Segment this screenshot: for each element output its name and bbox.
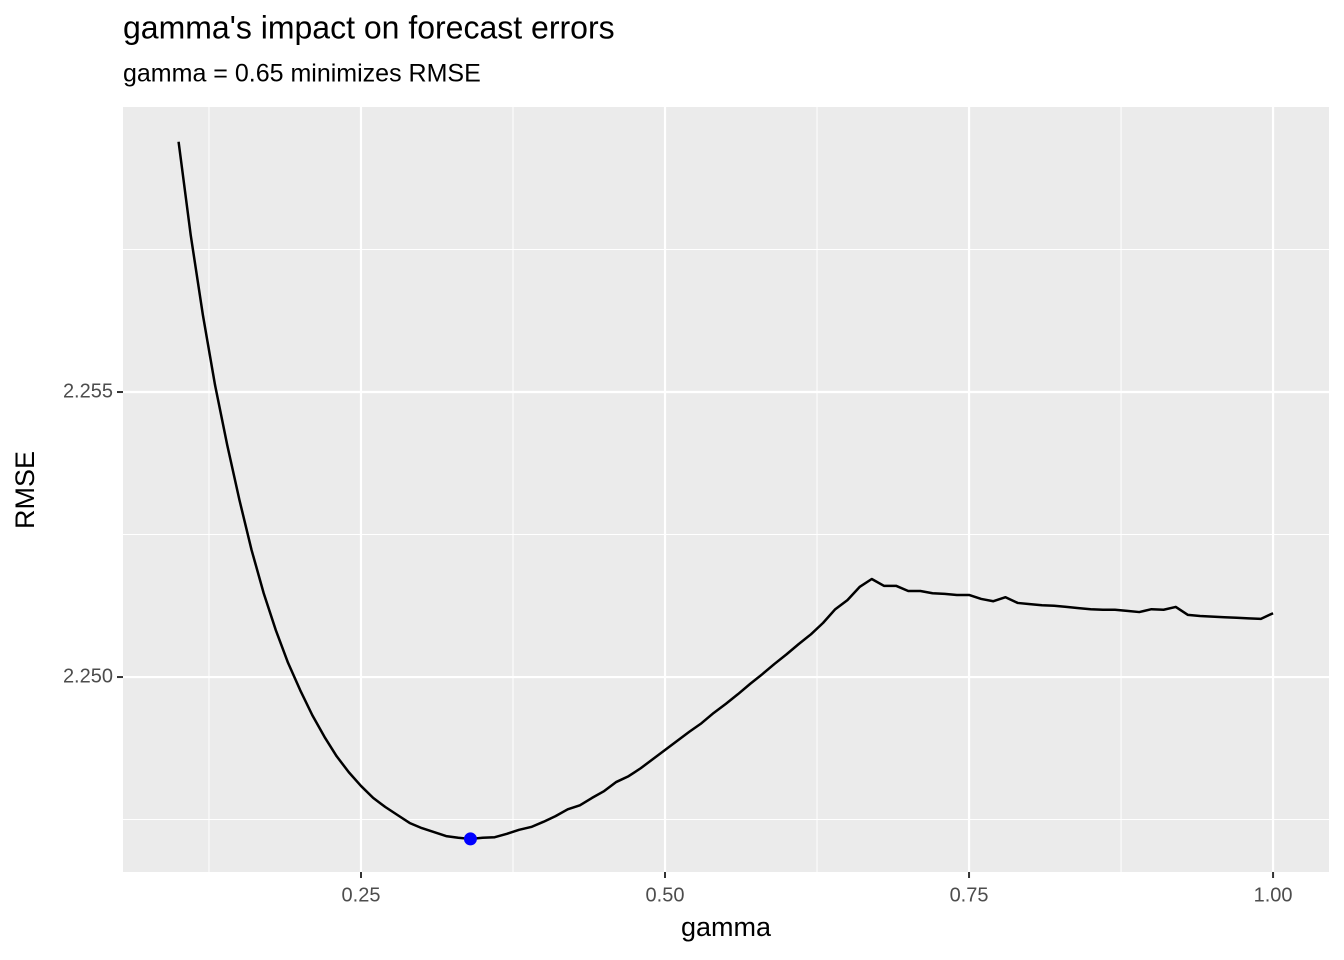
x-tick-label: 0.50 — [646, 884, 685, 906]
y-tick-label: 2.255 — [63, 380, 113, 402]
y-tick-label: 2.250 — [63, 665, 113, 687]
x-tick-label: 0.75 — [950, 884, 989, 906]
line-series — [177, 141, 1274, 841]
x-tick-label: 1.00 — [1254, 884, 1293, 906]
chart-title: gamma's impact on forecast errors — [123, 9, 615, 45]
y-axis-title: RMSE — [10, 451, 40, 529]
x-axis-title: gamma — [681, 912, 772, 942]
x-tick-label: 0.25 — [342, 884, 381, 906]
plot-panel — [123, 107, 1329, 872]
chart-subtitle: gamma = 0.65 minimizes RMSE — [123, 60, 481, 88]
highlight-point — [463, 832, 477, 846]
